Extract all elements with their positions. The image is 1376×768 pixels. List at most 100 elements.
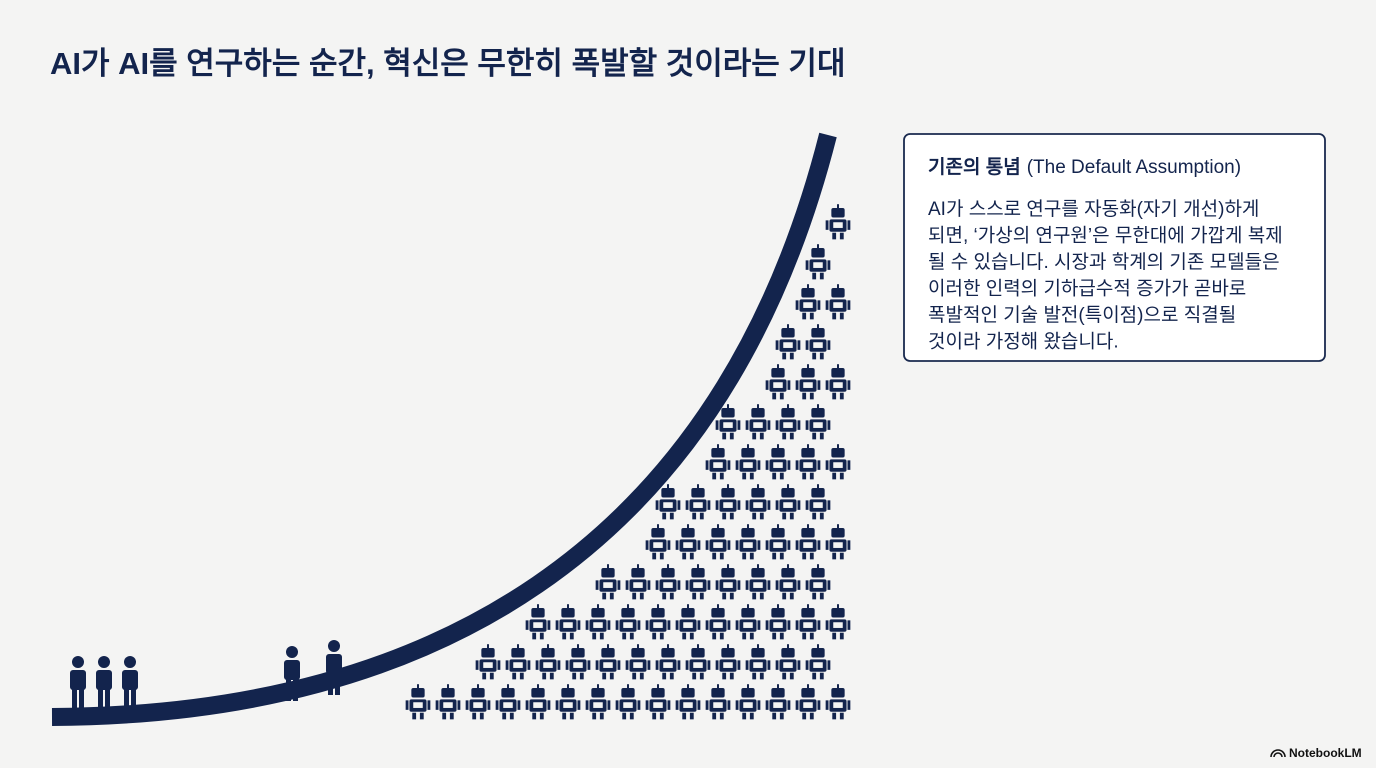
- robot-screen: [773, 622, 783, 628]
- robot-arm: [677, 660, 681, 670]
- robot-leg: [779, 392, 784, 400]
- person-head: [286, 646, 298, 658]
- robot-leg: [772, 392, 777, 400]
- robot-head: [721, 568, 735, 578]
- heading-ko: 기존의 통념: [928, 156, 1021, 178]
- robot-icon: [675, 524, 701, 560]
- robot-leg: [712, 472, 717, 480]
- robot-head: [831, 528, 845, 538]
- robot-leg: [742, 472, 747, 480]
- robot-leg: [839, 392, 844, 400]
- robot-arm: [765, 540, 769, 550]
- robot-screen: [513, 662, 523, 668]
- robot-arm: [625, 580, 629, 590]
- robot-arm: [827, 420, 831, 430]
- robot-icon: [685, 484, 711, 520]
- person-body: [70, 670, 86, 690]
- robot-leg: [802, 312, 807, 320]
- robot-icon: [765, 524, 791, 560]
- robot-icon: [805, 244, 831, 280]
- robot-leg: [832, 712, 837, 720]
- robot-arm: [847, 300, 851, 310]
- robot-arm: [825, 620, 829, 630]
- robot-icon: [795, 604, 821, 640]
- robot-icon: [565, 644, 591, 680]
- robot-screen: [503, 702, 513, 708]
- robot-leg: [809, 712, 814, 720]
- robot-icon: [465, 684, 491, 720]
- robot-arm: [745, 500, 749, 510]
- robot-arm: [825, 460, 829, 470]
- robot-head: [811, 408, 825, 418]
- robot-head: [541, 648, 555, 658]
- person-leg: [98, 688, 103, 711]
- robot-arm: [585, 620, 589, 630]
- person-leg: [131, 688, 136, 711]
- robot-icon: [495, 684, 521, 720]
- robot-leg: [832, 312, 837, 320]
- robot-antenna: [487, 644, 489, 648]
- robot-arm: [787, 380, 791, 390]
- robot-icon: [775, 404, 801, 440]
- robot-arm: [667, 620, 671, 630]
- robot-screen: [813, 422, 823, 428]
- robot-leg: [569, 632, 574, 640]
- robot-head: [591, 688, 605, 698]
- robot-arm: [675, 700, 679, 710]
- robot-screen: [833, 222, 843, 228]
- robot-icon: [675, 604, 701, 640]
- robot-leg: [759, 512, 764, 520]
- robot-icon: [595, 564, 621, 600]
- robot-head: [801, 688, 815, 698]
- robot-icon: [615, 684, 641, 720]
- robot-arm: [805, 340, 809, 350]
- robot-antenna: [837, 204, 839, 208]
- robot-leg: [569, 712, 574, 720]
- robot-head: [471, 688, 485, 698]
- robot-icon: [745, 644, 771, 680]
- robot-arm: [765, 700, 769, 710]
- growth-curve: [51, 132, 837, 726]
- robot-icon: [805, 564, 831, 600]
- robot-head: [811, 328, 825, 338]
- robot-screen: [633, 662, 643, 668]
- robot-leg: [752, 432, 757, 440]
- robot-head: [601, 568, 615, 578]
- robot-leg: [809, 552, 814, 560]
- robot-head: [811, 248, 825, 258]
- robot-icon: [705, 604, 731, 640]
- robot-screen: [473, 702, 483, 708]
- robot-antenna: [787, 324, 789, 328]
- robot-antenna: [667, 564, 669, 568]
- robot-arm: [427, 700, 431, 710]
- person-icon: [96, 656, 112, 711]
- robot-head: [741, 608, 755, 618]
- robot-screen: [773, 462, 783, 468]
- robot-antenna: [547, 644, 549, 648]
- robot-leg: [819, 272, 824, 280]
- robot-icon: [625, 644, 651, 680]
- person-leg: [105, 688, 110, 711]
- robot-leg: [772, 632, 777, 640]
- robot-icon: [595, 644, 621, 680]
- robot-screen: [623, 622, 633, 628]
- robot-arm: [795, 460, 799, 470]
- robot-head: [831, 608, 845, 618]
- robot-arm: [735, 700, 739, 710]
- robot-leg: [779, 472, 784, 480]
- robot-icon: [805, 404, 831, 440]
- robot-arm: [677, 500, 681, 510]
- robot-leg: [832, 632, 837, 640]
- robot-leg: [759, 592, 764, 600]
- robot-antenna: [627, 684, 629, 688]
- robot-screen: [833, 622, 843, 628]
- robot-arm: [827, 660, 831, 670]
- robot-antenna: [697, 644, 699, 648]
- robot-head: [781, 408, 795, 418]
- robot-leg: [742, 552, 747, 560]
- robot-icon: [705, 524, 731, 560]
- robot-arm: [745, 420, 749, 430]
- robot-arm: [707, 580, 711, 590]
- robot-arm: [847, 620, 851, 630]
- robot-antenna: [657, 524, 659, 528]
